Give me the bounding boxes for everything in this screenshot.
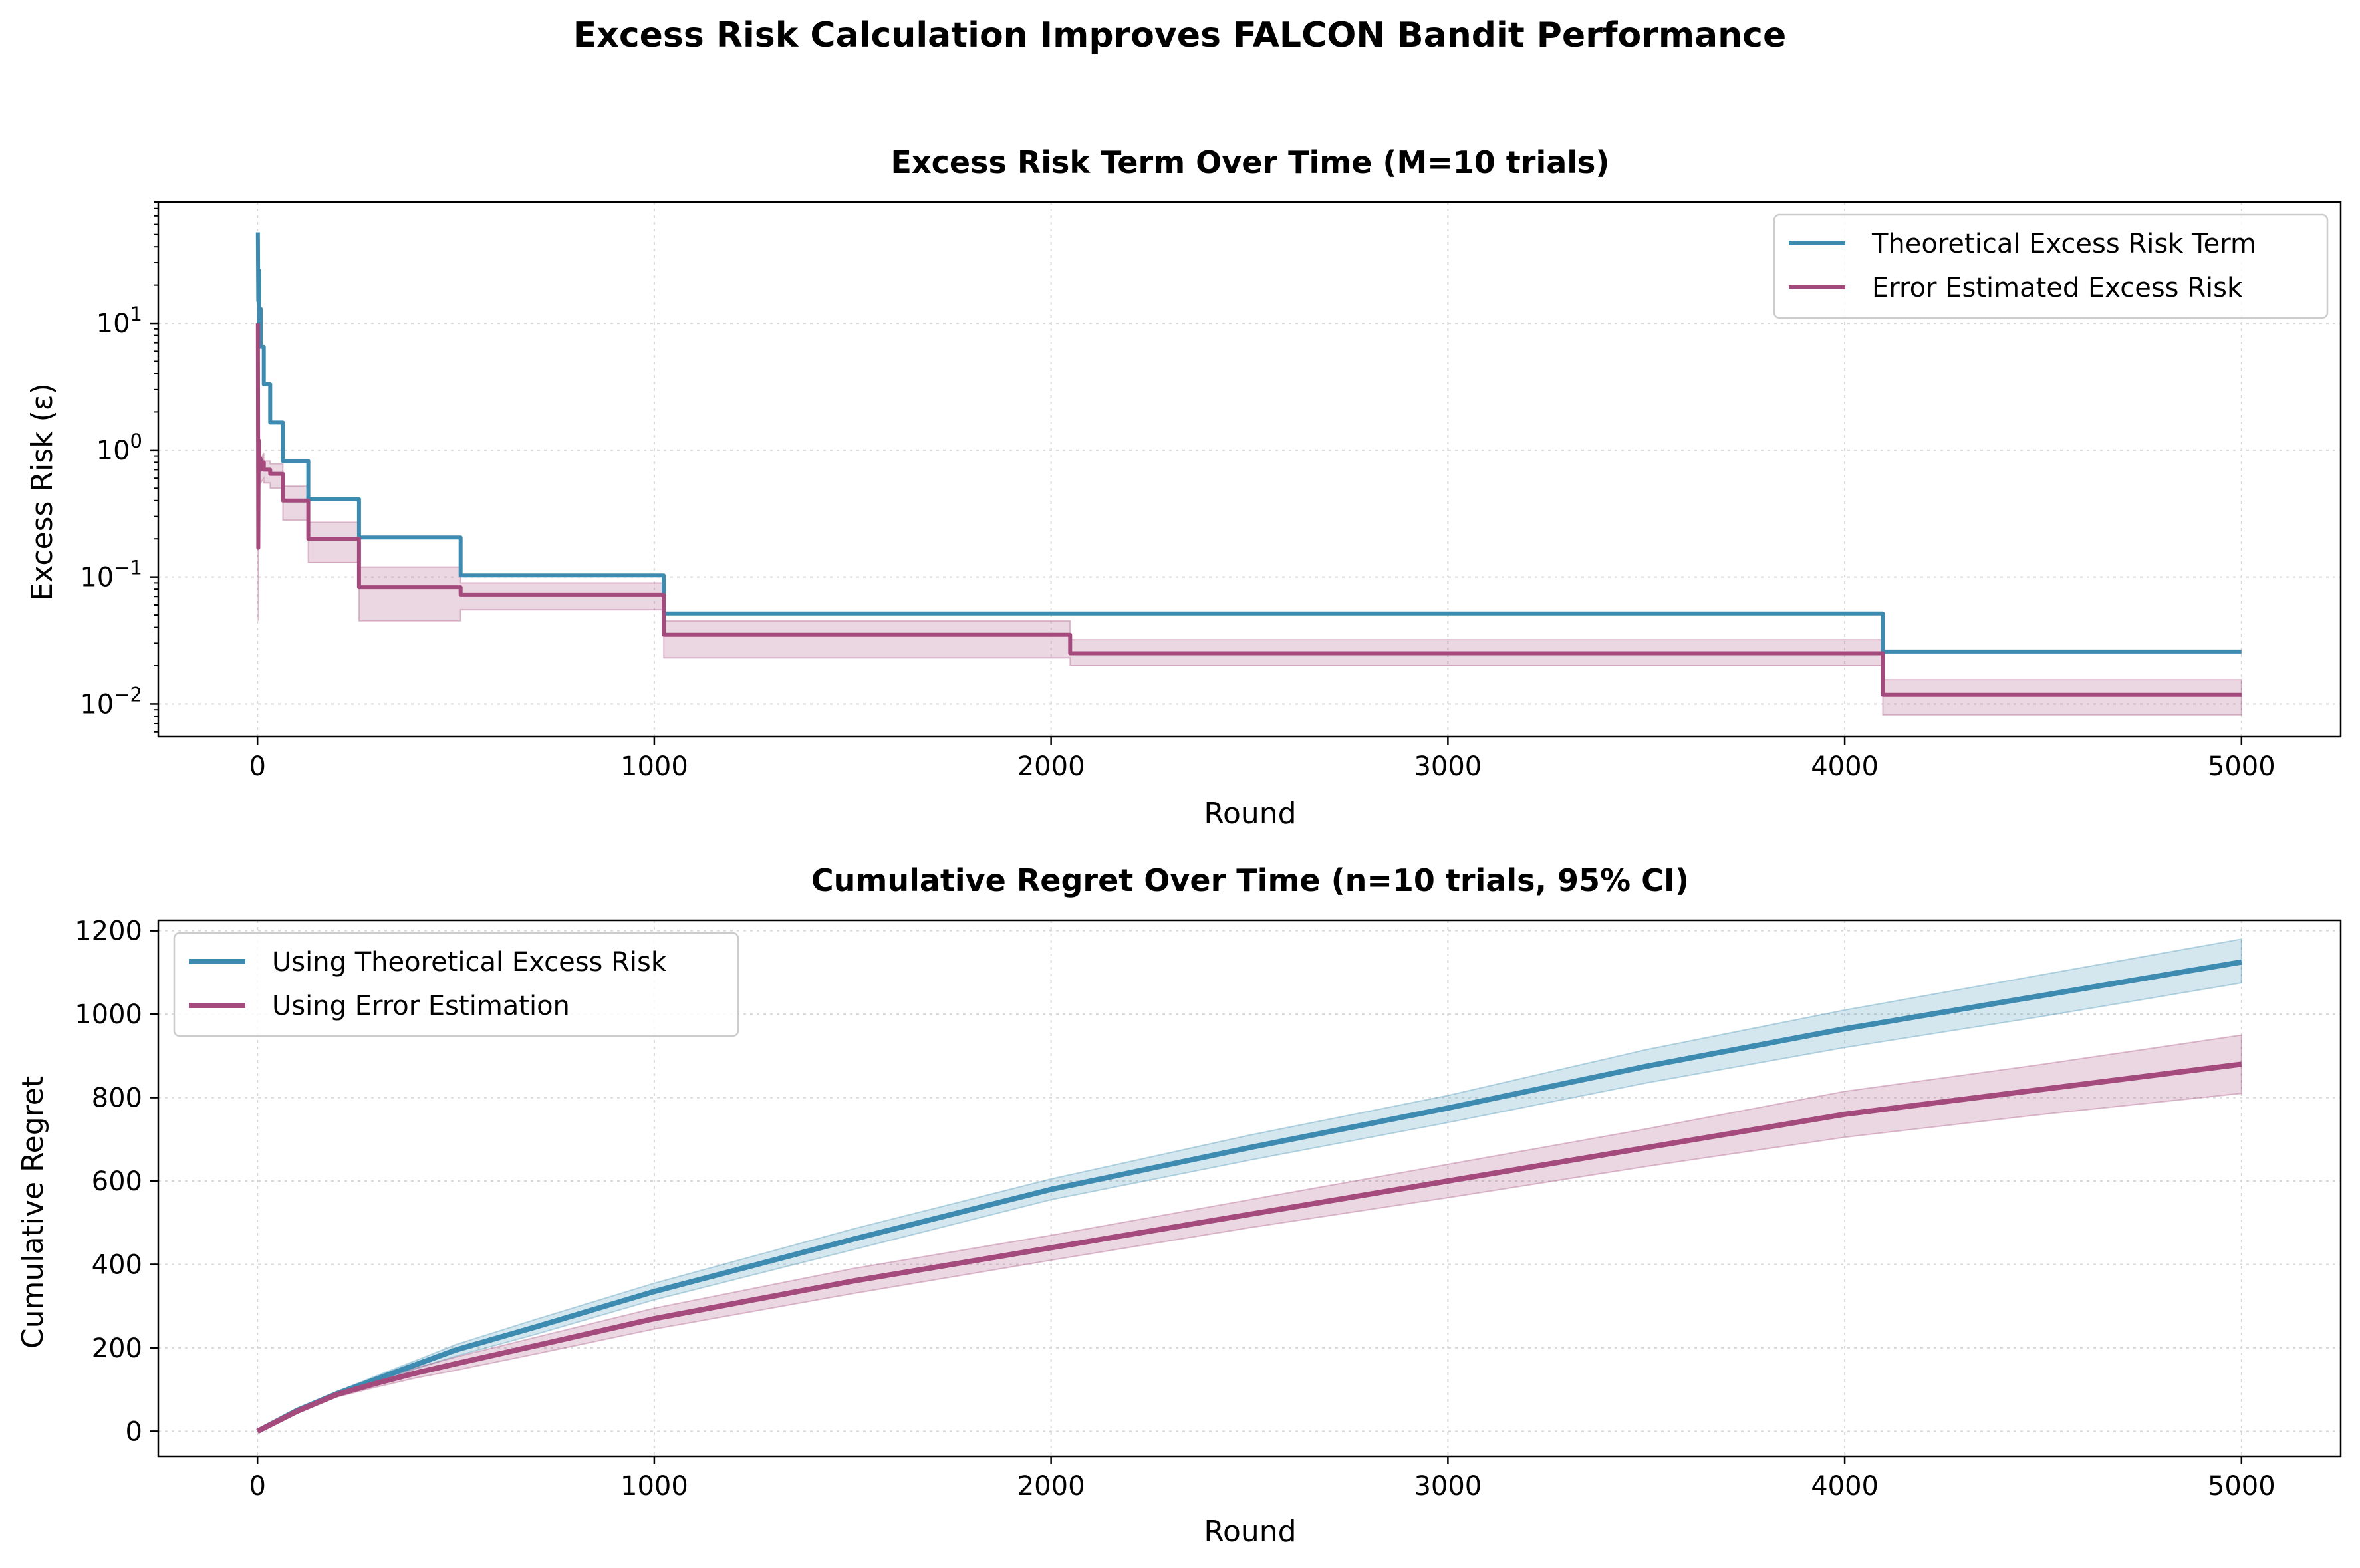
excess-risk-panel: Excess Risk Term Over Time (M=10 trials)… [25, 144, 2342, 831]
excess-risk-lines [255, 232, 2242, 697]
cumulative-regret-lines [256, 959, 2242, 1434]
figure-suptitle: Excess Risk Calculation Improves FALCON … [573, 15, 1786, 55]
cumulative-regret-legend: Using Theoretical Excess Risk Using Erro… [173, 932, 739, 1037]
legend-box [1773, 213, 2329, 319]
cumulative-regret-axes-frame [157, 919, 2342, 1458]
cumulative-regret-title: Cumulative Regret Over Time (n=10 trials… [811, 862, 1689, 898]
cumulative-regret-xticks: 0 1000 2000 3000 4000 5000 [249, 1456, 2276, 1502]
x-tick-label: 4000 [1811, 751, 1879, 782]
y-tick-label: 0 [126, 1416, 142, 1447]
y-tick-label: 10−1 [80, 557, 142, 593]
excess-risk-xlabel: Round [1204, 797, 1296, 831]
y-tick-label: 600 [92, 1166, 142, 1197]
y-tick-label: 1200 [74, 916, 142, 947]
legend-label-theoretical: Using Theoretical Excess Risk [272, 947, 667, 978]
excess-risk-title: Excess Risk Term Over Time (M=10 trials) [891, 144, 1610, 180]
x-tick-label: 0 [249, 1471, 265, 1502]
x-tick-label: 3000 [1414, 751, 1482, 782]
series-line-using-error-estimation [256, 1061, 2242, 1434]
y-tick-label: 200 [92, 1333, 142, 1364]
excess-risk-ci-bands [257, 318, 2242, 716]
ci-band-error-estimated-excess-risk [257, 318, 2242, 716]
legend-box [173, 932, 739, 1037]
legend-label-theoretical: Theoretical Excess Risk Term [1871, 229, 2256, 259]
y-tick-label: 1000 [74, 999, 142, 1030]
excess-risk-xticks: 0 1000 2000 3000 4000 5000 [249, 737, 2276, 782]
x-tick-label: 4000 [1811, 1471, 1879, 1502]
excess-risk-yticks: 10−2 10−1 100 101 [80, 201, 158, 733]
x-tick-label: 5000 [2208, 751, 2276, 782]
y-tick-label: 800 [92, 1083, 142, 1114]
cumulative-regret-ylabel: Cumulative Regret [16, 1076, 50, 1349]
x-tick-label: 5000 [2208, 1471, 2276, 1502]
series-line-theoretical-excess-risk-term [255, 232, 2242, 654]
legend-label-error: Error Estimated Excess Risk [1872, 273, 2243, 303]
x-tick-label: 2000 [1017, 1471, 1085, 1502]
y-tick-label: 400 [92, 1249, 142, 1280]
y-tick-label: 100 [96, 430, 142, 466]
y-tick-label: 10−2 [80, 683, 142, 719]
x-tick-label: 0 [249, 751, 265, 782]
x-tick-label: 3000 [1414, 1471, 1482, 1502]
cumulative-regret-panel: Cumulative Regret Over Time (n=10 trials… [16, 862, 2342, 1549]
cumulative-regret-yticks: 0 200 400 600 800 1000 1200 [74, 916, 158, 1447]
ci-band-using-theoretical-excess-risk [257, 938, 2242, 1432]
x-tick-label: 2000 [1017, 751, 1085, 782]
legend-label-error: Using Error Estimation [272, 991, 570, 1021]
excess-risk-legend: Theoretical Excess Risk Term Error Estim… [1773, 213, 2329, 319]
series-line-error-estimated-excess-risk [255, 323, 2242, 697]
ci-band-using-error-estimation [257, 1034, 2242, 1432]
x-tick-label: 1000 [620, 751, 688, 782]
excess-risk-ylabel: Excess Risk (ε) [25, 383, 59, 600]
x-tick-label: 1000 [620, 1471, 688, 1502]
cumulative-regret-xlabel: Round [1204, 1515, 1296, 1549]
y-tick-label: 101 [96, 303, 142, 339]
